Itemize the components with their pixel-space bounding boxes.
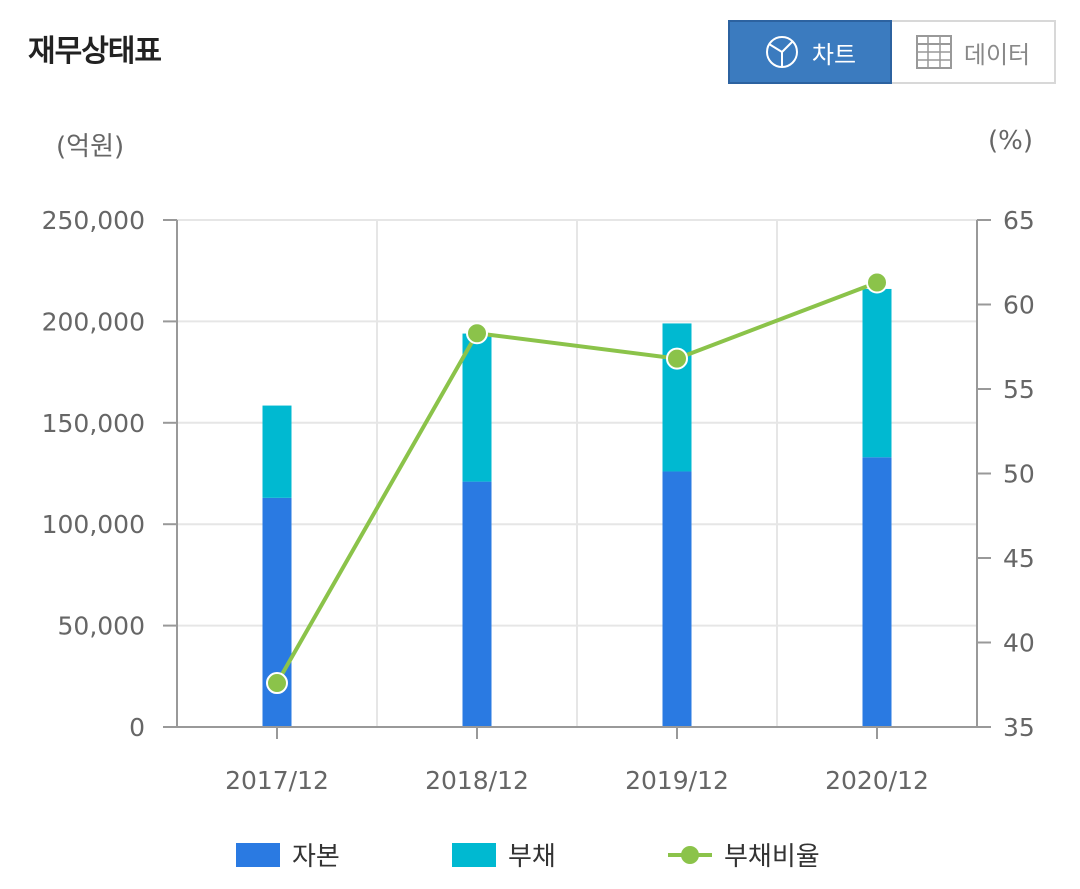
chart-view-button[interactable]: 차트 (728, 20, 892, 84)
right-axis-tick-label: 50 (1003, 460, 1035, 489)
x-axis-tick-label: 2019/12 (625, 766, 729, 795)
x-axis-tick-label: 2017/12 (225, 766, 329, 795)
x-axis-tick-label: 2020/12 (825, 766, 929, 795)
bar-liabilities (662, 323, 692, 472)
view-toggle: 차트 데이터 (728, 20, 1056, 84)
debt-ratio-point (866, 271, 888, 294)
left-axis-unit: (억원) (56, 132, 125, 162)
legend-label-debt-ratio: 부채비율 (724, 842, 820, 872)
data-view-label: 데이터 (963, 40, 1031, 69)
table-icon (915, 35, 952, 69)
debt-ratio-point (666, 347, 688, 370)
legend-item-debt-ratio[interactable]: 부채비율 (668, 836, 820, 873)
bar-equity (662, 471, 692, 727)
x-axis-tick-label: 2018/12 (425, 766, 529, 795)
page-title: 재무상태표 (28, 34, 162, 69)
right-axis-tick-label: 35 (1003, 713, 1035, 742)
left-axis-tick-label: 200,000 (42, 307, 145, 336)
bar-equity (462, 481, 492, 727)
bar-liabilities (262, 405, 292, 498)
bar-liabilities (862, 288, 892, 458)
legend-swatch-liabilities (452, 842, 496, 867)
bar-liabilities (462, 333, 492, 482)
left-axis-tick-label: 150,000 (42, 409, 145, 438)
left-axis-tick-label: 0 (129, 713, 145, 742)
legend-label-liabilities: 부채 (508, 842, 556, 872)
data-view-button[interactable]: 데이터 (892, 20, 1056, 84)
left-axis-tick-label: 250,000 (42, 206, 145, 235)
left-axis-tick-label: 100,000 (42, 510, 145, 539)
legend-label-equity: 자본 (292, 842, 340, 872)
legend-item-equity[interactable]: 자본 (236, 836, 340, 873)
legend-line-marker-icon (668, 845, 712, 864)
debt-ratio-point (466, 322, 488, 345)
left-axis-tick-label: 50,000 (58, 612, 145, 641)
chart-view-label: 차트 (811, 40, 857, 69)
pie-chart-icon (765, 36, 798, 68)
debt-ratio-line (275, 280, 878, 685)
right-axis-unit: (%) (988, 126, 1033, 156)
right-axis-tick-label: 40 (1003, 629, 1035, 658)
right-axis-tick-label: 55 (1003, 375, 1035, 404)
legend-swatch-equity (236, 842, 280, 867)
bar-equity (862, 457, 892, 727)
right-axis-tick-label: 60 (1003, 291, 1035, 320)
legend-item-liabilities[interactable]: 부채 (452, 836, 556, 873)
right-axis-tick-label: 65 (1003, 206, 1035, 235)
right-axis-tick-label: 45 (1003, 544, 1035, 573)
debt-ratio-point (266, 672, 288, 695)
